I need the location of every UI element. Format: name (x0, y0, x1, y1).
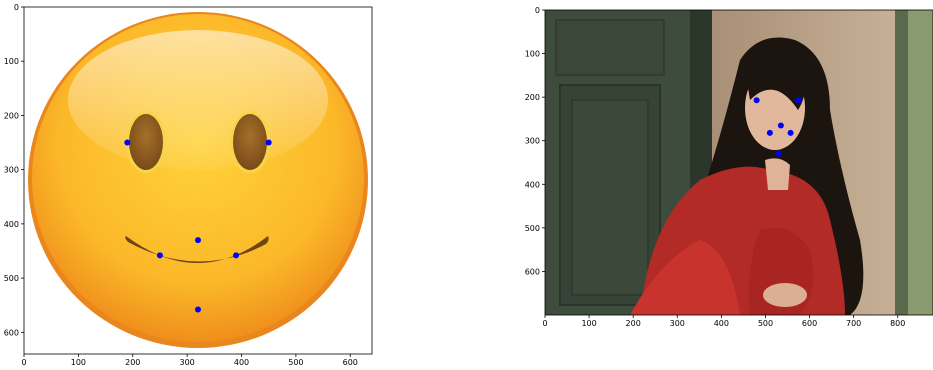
smiley-image (24, 7, 372, 354)
woman-photo (545, 10, 933, 315)
right-landmark-point-0 (753, 97, 760, 104)
left-axes: 0 100 200 300 400 500 600 0 100 200 300 400 500 600 (4, 3, 358, 367)
right-landmark-point-2 (777, 122, 784, 129)
landmark-points (124, 97, 802, 313)
right-ytick-label-4: 400 (525, 180, 540, 189)
left-ytick-label-4: 400 (4, 220, 19, 229)
left-landmark-point-2 (195, 237, 201, 244)
right-xtick-label-6: 600 (802, 319, 817, 328)
right-xtick-label-0: 0 (542, 319, 547, 328)
left-xtick-label-0: 0 (21, 358, 26, 366)
left-xtick-label-4: 400 (234, 358, 249, 366)
right-xtick-label-2: 200 (626, 319, 641, 328)
right-landmark-point-1 (795, 97, 802, 104)
left-ytick-label-5: 500 (4, 274, 19, 283)
right-xtick-label-8: 800 (890, 319, 905, 328)
right-ytick-label-1: 100 (525, 50, 540, 59)
left-xtick-label-3: 300 (179, 358, 194, 366)
right-landmark-point-5 (775, 150, 782, 157)
left-ytick-label-2: 200 (4, 111, 19, 120)
right-ytick-label-5: 500 (525, 224, 540, 233)
left-ytick-label-1: 100 (4, 57, 19, 66)
left-ytick-label-0: 0 (14, 3, 19, 12)
left-ytick-label-6: 600 (4, 328, 19, 337)
left-landmark-point-5 (195, 306, 201, 313)
right-xtick-label-3: 300 (670, 319, 685, 328)
left-landmark-point-3 (156, 252, 163, 259)
right-xtick-label-5: 500 (758, 319, 773, 328)
left-xtick-label-1: 100 (71, 358, 86, 366)
left-xtick-label-2: 200 (125, 358, 140, 366)
left-xtick-label-5: 500 (288, 358, 303, 366)
right-axes: 0 100 200 300 400 500 600 700 800 0 100 200 300 400 50… (525, 6, 906, 328)
right-ytick-label-3: 300 (525, 137, 540, 146)
right-ytick-label-0: 0 (535, 6, 540, 15)
right-ytick-label-2: 200 (525, 93, 540, 102)
right-ytick-label-6: 600 (525, 267, 540, 276)
left-landmark-point-4 (233, 252, 240, 259)
right-xtick-label-7: 700 (846, 319, 861, 328)
right-landmark-point-4 (787, 129, 794, 136)
left-ytick-label-3: 300 (4, 166, 19, 175)
right-landmark-point-3 (766, 129, 773, 136)
right-xtick-label-4: 400 (714, 319, 729, 328)
left-xtick-label-6: 600 (343, 358, 358, 366)
right-xtick-label-1: 100 (581, 319, 596, 328)
left-landmark-point-0 (124, 139, 131, 146)
left-landmark-point-1 (265, 139, 272, 146)
